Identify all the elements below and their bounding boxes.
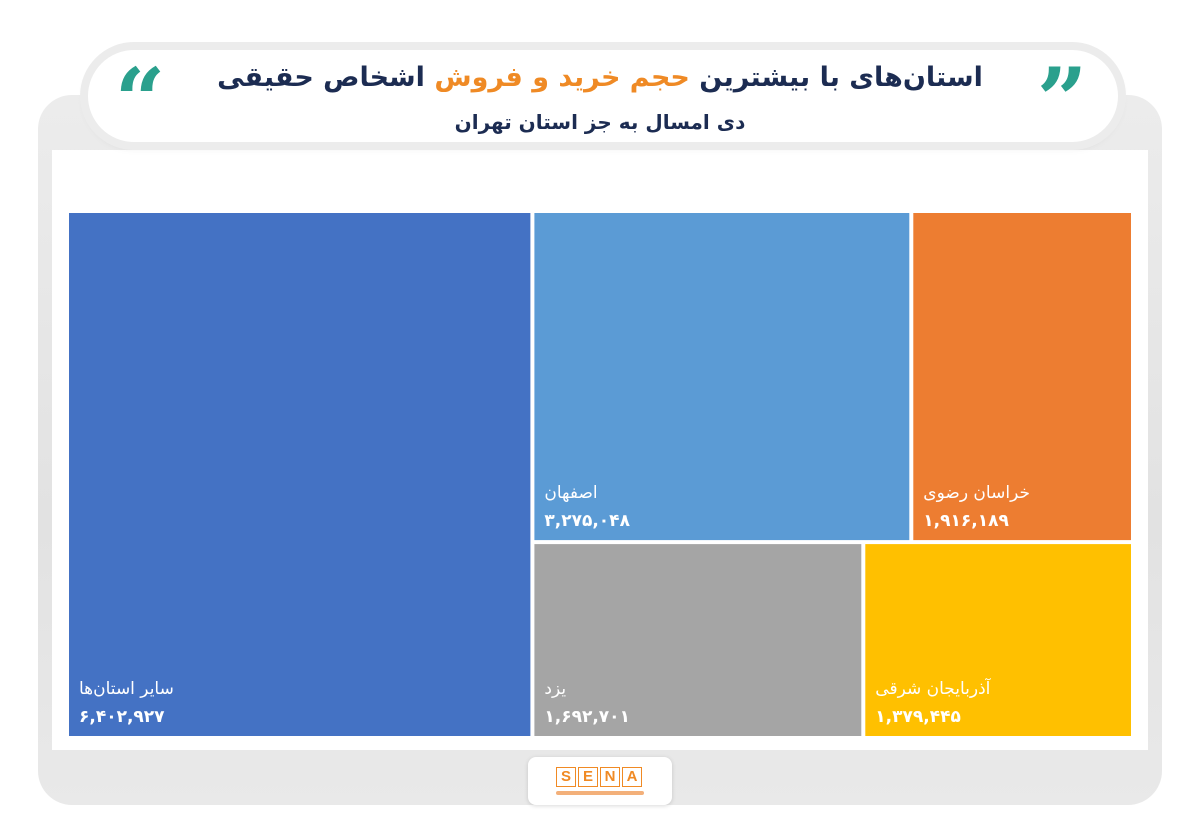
title-part1: استان‌های با بیشترین bbox=[699, 62, 983, 93]
treemap-tile-value: ۶,۴۰۲,۹۲۷ bbox=[79, 707, 165, 727]
treemap-tile bbox=[534, 213, 910, 541]
treemap-tile-label: سایر استان‌ها bbox=[79, 679, 174, 699]
treemap-tile-value: ۱,۶۹۲,۷۰۱ bbox=[544, 707, 630, 727]
title-part2: اشخاص حقیقی bbox=[217, 62, 425, 93]
treemap-tile-value: ۱,۹۱۶,۱۸۹ bbox=[923, 511, 1009, 531]
treemap-tile bbox=[913, 213, 1131, 541]
chart-subtitle: دی امسال به جز استان تهران bbox=[454, 110, 746, 134]
logo-letters: S E N A bbox=[556, 767, 642, 787]
treemap-tile-value: ۱,۳۷۹,۴۴۵ bbox=[875, 707, 961, 727]
treemap-tile-label: خراسان رضوی bbox=[923, 483, 1030, 503]
treemap-tile bbox=[69, 213, 531, 736]
sena-logo: S E N A bbox=[528, 757, 672, 805]
treemap-tile-label: آذربایجان شرقی bbox=[875, 677, 991, 699]
treemap-tile-label: یزد bbox=[544, 679, 566, 699]
logo-letter: A bbox=[622, 767, 642, 787]
logo-letter: E bbox=[578, 767, 598, 787]
header-banner bbox=[88, 50, 1118, 142]
title-highlight: حجم خرید و فروش bbox=[434, 62, 690, 93]
treemap-tile bbox=[865, 544, 1131, 736]
logo-letter: N bbox=[600, 767, 620, 787]
treemap-tile-value: ۳,۲۷۵,۰۴۸ bbox=[544, 511, 630, 531]
logo-caption-mark bbox=[556, 791, 644, 795]
treemap-tile-label: اصفهان bbox=[544, 483, 597, 503]
chart-title: استان‌های با بیشترین حجم خرید و فروش اشخ… bbox=[0, 58, 1200, 98]
treemap-tile bbox=[534, 544, 862, 736]
logo-letter: S bbox=[556, 767, 576, 787]
